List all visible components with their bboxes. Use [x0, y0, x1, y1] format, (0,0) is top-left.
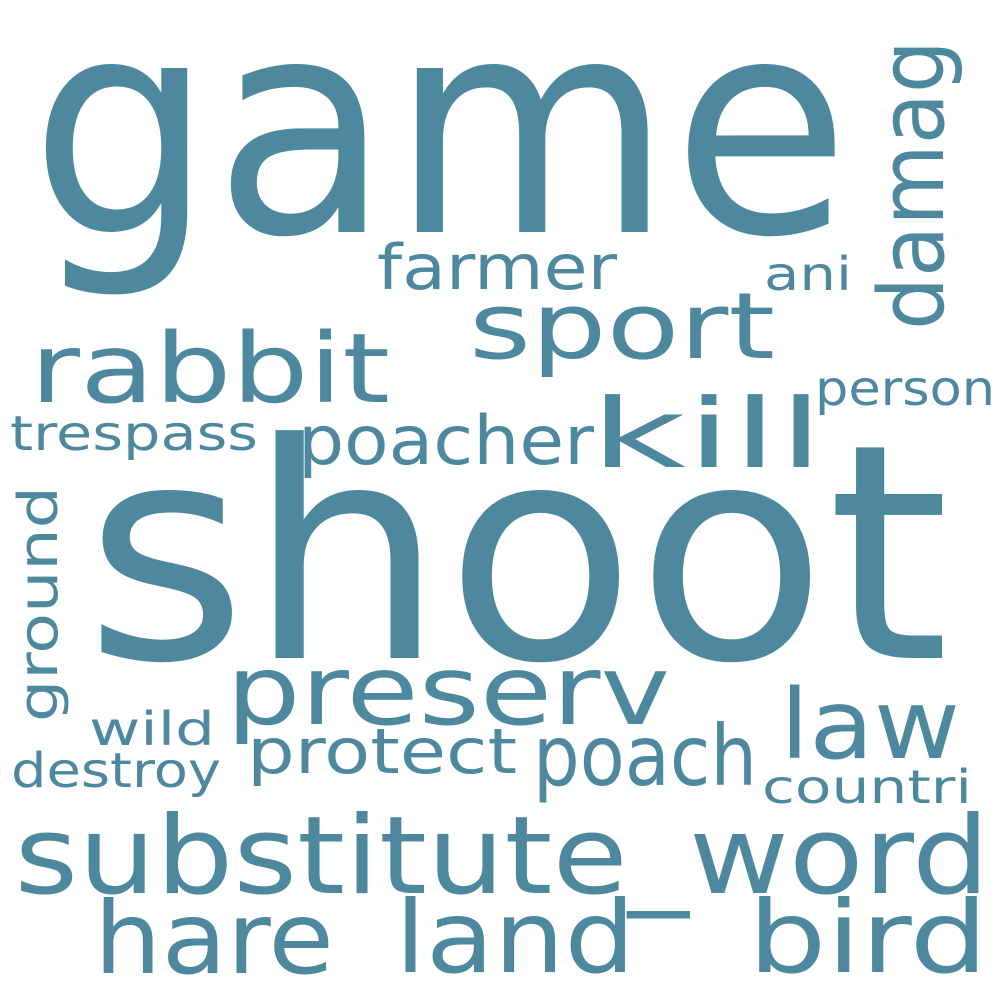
word-destroy: destroy: [11, 743, 221, 799]
word-substitute-word: substitute_word: [15, 794, 990, 919]
word-protect: protect: [247, 715, 517, 788]
word-preserv: preserv: [226, 635, 670, 747]
word-sport: sport: [469, 273, 775, 380]
word-game: game: [30, 0, 850, 303]
word-kill: kill: [590, 378, 824, 490]
word-farmer: farmer: [377, 231, 618, 304]
word-hare: hare: [94, 880, 334, 997]
word-law: law: [780, 669, 960, 781]
word-rabbit: rabbit: [30, 313, 390, 425]
word-trespass: trespass: [10, 406, 258, 462]
word-wild: wild: [89, 702, 215, 756]
word-bird: bird: [748, 879, 988, 996]
word-shoot: shoot: [85, 380, 950, 729]
word-poacher: poacher: [298, 402, 594, 481]
word-countri: countri: [762, 760, 972, 814]
word-person: person: [815, 361, 995, 417]
word-land: land: [395, 879, 635, 996]
word-ground: ground: [7, 486, 70, 722]
word-ani: ani: [764, 247, 852, 301]
word-poach: poach: [533, 707, 757, 805]
word-damag: damag: [860, 40, 965, 330]
